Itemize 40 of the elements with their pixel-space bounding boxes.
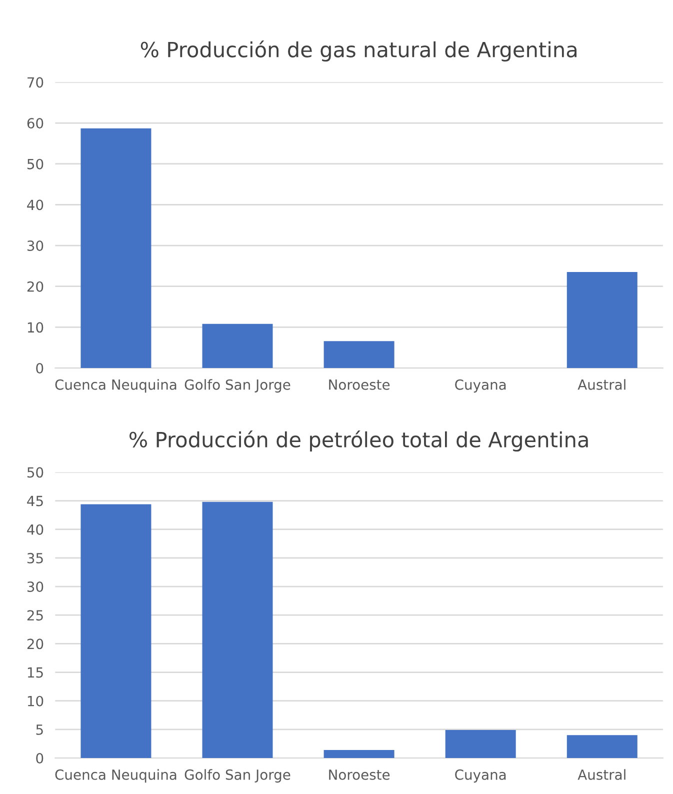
bar: [324, 341, 394, 368]
x-tick-label: Cuenca Neuquina: [55, 769, 176, 783]
y-tick-label: 25: [27, 610, 43, 621]
x-tick-label: Cuyana: [455, 379, 506, 393]
x-tick-label: Noroeste: [329, 380, 390, 390]
y-tick-label: 35: [27, 552, 43, 564]
x-tick-label: Cuyana: [455, 769, 506, 783]
bar: [566, 272, 638, 368]
chart-title: % Producción de petróleo total de Argentina: [129, 430, 588, 452]
y-tick-label: 0: [36, 362, 44, 374]
bar: [80, 128, 152, 368]
y-tick-label: 20: [27, 281, 44, 292]
y-tick-label: 50: [27, 467, 44, 478]
y-tick-label: 50: [27, 158, 44, 170]
y-tick-label: 70: [28, 77, 44, 88]
chart-title: % Producción de gas natural de Argentina: [140, 40, 576, 62]
y-tick-label: 30: [27, 240, 44, 251]
y-tick-label: 10: [28, 696, 44, 706]
x-tick-label: Cuenca Neuquina: [55, 379, 176, 393]
bar: [324, 750, 394, 758]
y-tick-label: 30: [27, 581, 44, 592]
y-tick-label: 60: [27, 118, 44, 128]
y-tick-label: 40: [27, 200, 44, 210]
bar: [202, 324, 273, 368]
bar: [202, 502, 273, 758]
y-tick-label: 40: [27, 524, 44, 535]
bar: [566, 735, 638, 758]
x-tick-label: Austral: [578, 379, 626, 390]
bar: [445, 730, 516, 758]
y-tick-label: 20: [27, 638, 44, 650]
y-tick-label: 45: [27, 496, 43, 506]
y-tick-label: 15: [28, 667, 43, 678]
y-tick-label: 5: [36, 724, 43, 735]
x-tick-label: Noroeste: [329, 770, 390, 780]
y-tick-label: 0: [36, 753, 44, 764]
x-tick-label: Austral: [578, 769, 626, 780]
x-tick-label: Golfo San Jorge: [184, 769, 290, 783]
y-tick-label: 10: [28, 322, 44, 333]
x-tick-label: Golfo San Jorge: [184, 379, 290, 393]
bar: [80, 504, 152, 758]
